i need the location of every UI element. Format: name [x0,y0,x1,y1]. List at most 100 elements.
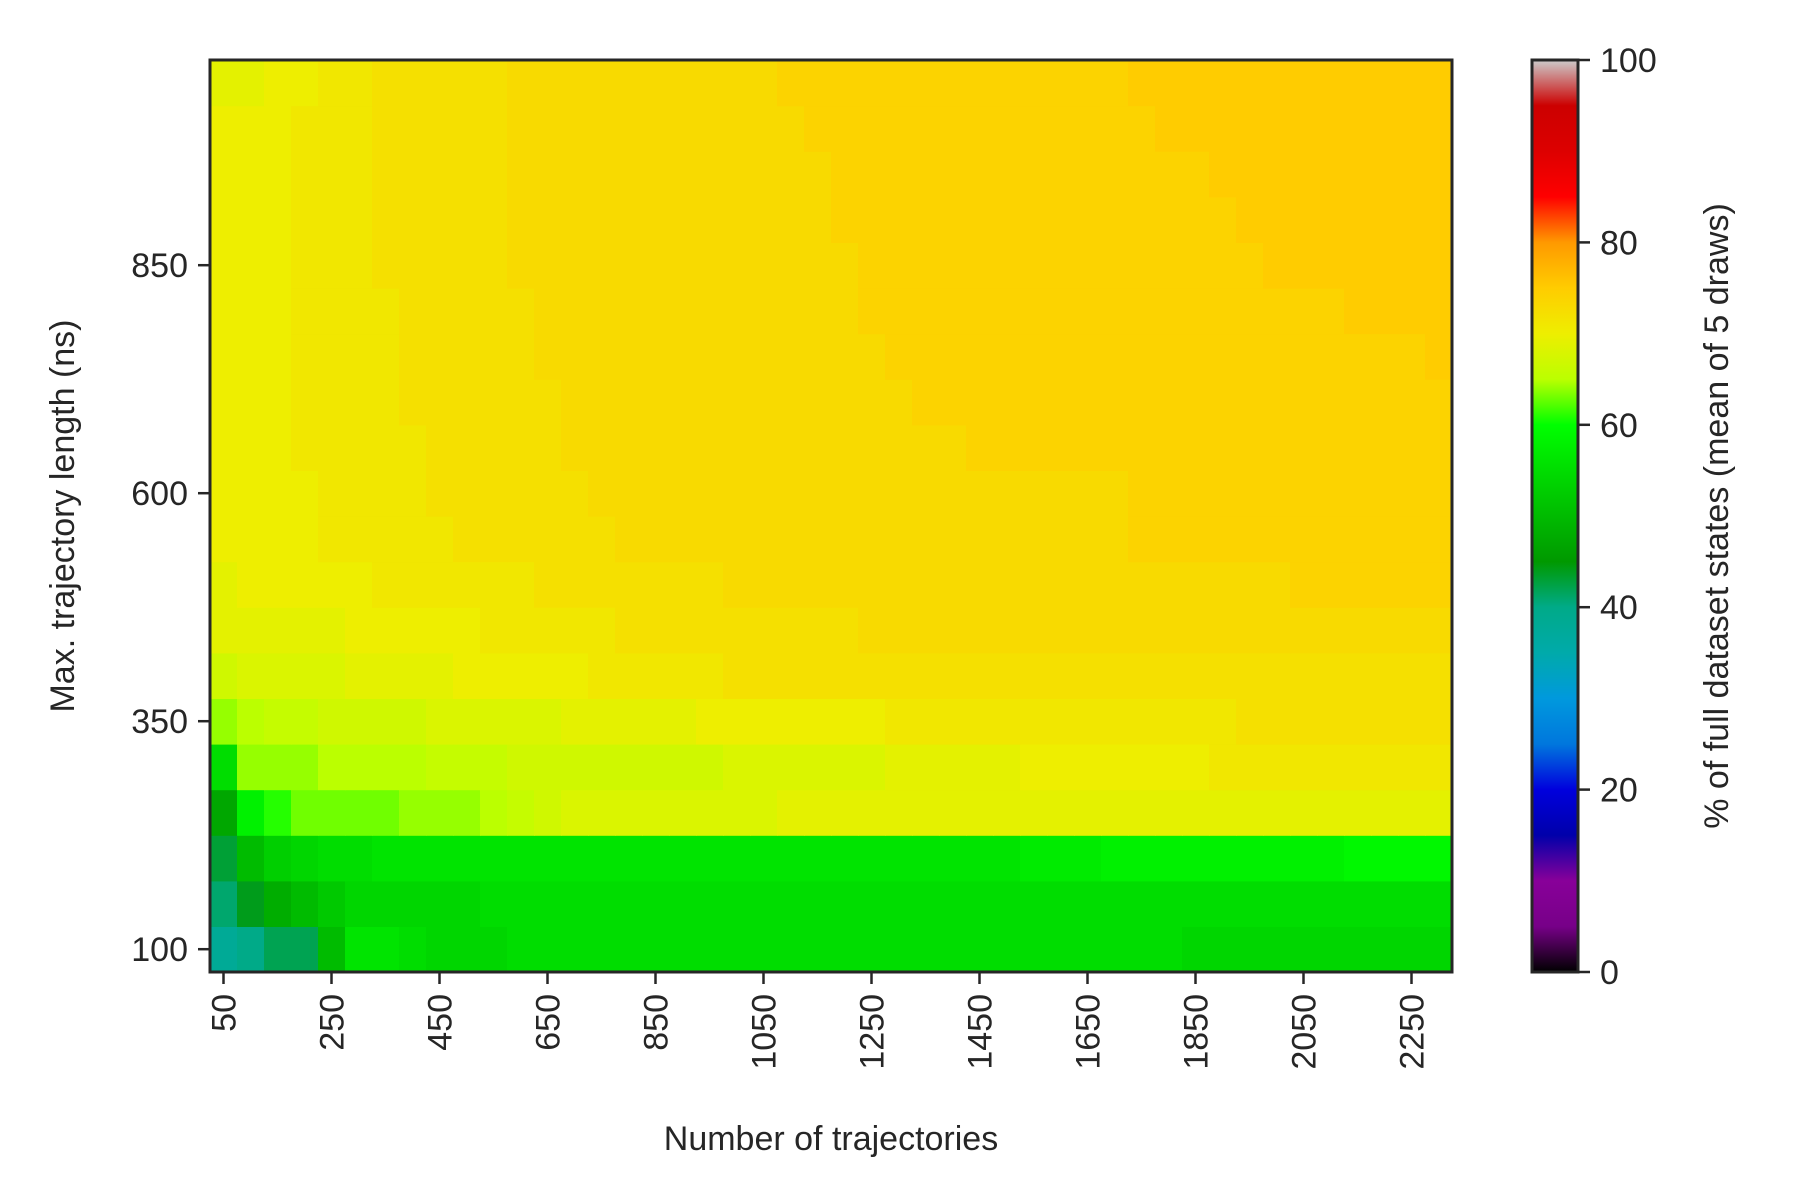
heatmap-cell [1074,698,1102,745]
heatmap-cell [1101,470,1129,517]
heatmap-cell [534,652,562,699]
heatmap-cell [1344,607,1372,654]
y-tick-label: 350 [131,703,188,741]
heatmap-cell [1317,744,1345,791]
heatmap-cell [669,835,697,882]
heatmap-cell [507,561,535,608]
heatmap-cell [1371,379,1399,426]
heatmap-cell [750,333,778,380]
heatmap-cell [1290,561,1318,608]
heatmap-cell [1317,926,1345,973]
heatmap-cell [345,561,373,608]
heatmap-cell [642,424,670,471]
heatmap-cell [291,835,319,882]
heatmap-cell [426,60,454,107]
heatmap-cell [507,196,535,243]
heatmap-cell [966,196,994,243]
heatmap-cell [993,789,1021,836]
heatmap-cell [831,561,859,608]
heatmap-cell [696,835,724,882]
heatmap-cell [858,379,886,426]
heatmap-cell [1317,652,1345,699]
heatmap-cell [1263,242,1291,289]
heatmap-cell [210,424,238,471]
heatmap-cell [1290,60,1318,107]
heatmap-cell [264,424,292,471]
heatmap-cell [912,607,940,654]
heatmap-cell [1290,880,1318,927]
heatmap-cell [939,333,967,380]
heatmap-cell [1128,242,1156,289]
heatmap-cell [372,607,400,654]
heatmap-cell [669,333,697,380]
heatmap-cell [399,288,427,335]
heatmap-cell [399,333,427,380]
heatmap-cell [1101,105,1129,152]
heatmap-cell [372,424,400,471]
heatmap-cell [642,196,670,243]
heatmap-cell [426,652,454,699]
heatmap-cell [1344,196,1372,243]
heatmap-cell [507,835,535,882]
heatmap-cell [912,835,940,882]
heatmap-cell [561,561,589,608]
heatmap-cell [750,652,778,699]
heatmap-cell [1020,151,1048,198]
heatmap-cell [1074,561,1102,608]
heatmap-cell [1263,60,1291,107]
heatmap-cell [858,516,886,563]
heatmap-cell [858,242,886,289]
heatmap-cell [1182,926,1210,973]
heatmap-cell [912,561,940,608]
heatmap-cell [291,607,319,654]
heatmap-cell [777,607,805,654]
heatmap-cell [966,424,994,471]
heatmap-cell [1317,379,1345,426]
heatmap-cell [237,880,265,927]
heatmap-cell [885,880,913,927]
heatmap-cell [1182,607,1210,654]
heatmap-cell [750,698,778,745]
heatmap-cell [1101,880,1129,927]
heatmap-cell [750,242,778,289]
heatmap-cell [885,607,913,654]
heatmap-cell [885,288,913,335]
x-tick-label: 1450 [962,994,1000,1070]
heatmap-cell [912,698,940,745]
heatmap-cell [993,880,1021,927]
heatmap-cell [1398,333,1426,380]
heatmap-cell [1317,424,1345,471]
heatmap-cell [750,880,778,927]
heatmap-cell [291,744,319,791]
colorbar-title: % of full dataset states (mean of 5 draw… [1698,203,1736,829]
heatmap-cell [1128,561,1156,608]
heatmap-cell [1317,698,1345,745]
heatmap-cell [561,379,589,426]
heatmap-cell [1020,424,1048,471]
heatmap-cell [912,60,940,107]
heatmap-cell [642,926,670,973]
heatmap-cell [1047,516,1075,563]
heatmap-cell [1074,196,1102,243]
heatmap-cell [669,60,697,107]
heatmap-cell [1371,789,1399,836]
heatmap-cell [1236,744,1264,791]
heatmap-cell [561,835,589,882]
heatmap-cell [777,698,805,745]
heatmap-cell [669,105,697,152]
heatmap-cell [1020,880,1048,927]
heatmap-cell [669,607,697,654]
heatmap-cell [804,744,832,791]
heatmap-cell [615,744,643,791]
heatmap-cell [1101,789,1129,836]
heatmap-cell [372,470,400,517]
heatmap-cell [939,607,967,654]
heatmap-cell [1128,880,1156,927]
x-tick-label: 650 [530,994,568,1051]
heatmap-cell [291,196,319,243]
heatmap-cell [372,926,400,973]
heatmap-cell [750,288,778,335]
heatmap-cell [1398,242,1426,289]
heatmap-cell [966,288,994,335]
heatmap-cell [1425,744,1453,791]
